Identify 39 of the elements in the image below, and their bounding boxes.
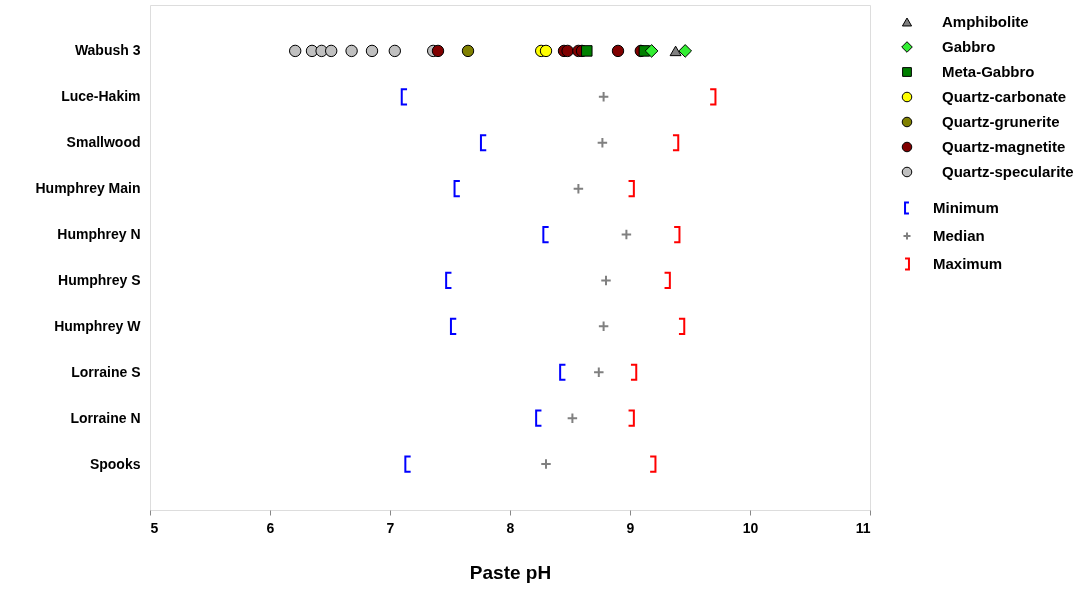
- point: [431, 44, 445, 58]
- legend-label: Quartz-grunerite: [942, 113, 1060, 130]
- point: [566, 412, 579, 424]
- legend-label: Minimum: [933, 199, 999, 216]
- x-tick-label: 7: [386, 519, 395, 536]
- legend-label: Gabbro: [942, 38, 996, 55]
- point: [620, 228, 633, 241]
- point: [540, 458, 552, 470]
- legend-label: Median: [933, 227, 985, 244]
- x-tick-label: 8: [506, 519, 515, 536]
- legend-label: Quartz-specularite: [942, 163, 1074, 180]
- y-tick-label: Smallwood: [66, 134, 141, 151]
- legend-label: Meta-Gabbro: [942, 63, 1035, 80]
- x-tick-label: 11: [855, 519, 871, 536]
- x-axis-title: Paste pH: [469, 561, 552, 583]
- y-tick-label: Spooks: [89, 455, 141, 472]
- point: [289, 44, 302, 58]
- x-tick-label: 9: [626, 519, 635, 536]
- point: [597, 91, 610, 103]
- y-tick-label: Humphrey S: [58, 271, 141, 288]
- point: [600, 274, 612, 287]
- legend-label: Maximum: [933, 255, 1003, 272]
- legend-label: Quartz-carbonate: [942, 88, 1067, 105]
- x-tick-label: 10: [742, 519, 759, 536]
- point: [581, 45, 593, 57]
- y-tick-label: Humphrey Main: [35, 180, 141, 197]
- y-tick-label: Humphrey N: [57, 226, 141, 243]
- legend-label: Quartz-magnetite: [942, 138, 1066, 155]
- y-tick-label: Wabush 3: [74, 42, 141, 59]
- x-tick-label: 6: [266, 519, 275, 536]
- x-tick-label: 5: [150, 519, 159, 536]
- point: [461, 44, 475, 58]
- y-tick-label: Lorraine N: [70, 409, 141, 426]
- point: [669, 45, 682, 57]
- legend-label: Amphibolite: [942, 13, 1029, 30]
- y-tick-label: Luce-Hakim: [61, 88, 141, 105]
- y-tick-label: Humphrey W: [54, 317, 142, 334]
- point: [644, 44, 659, 58]
- y-tick-label: Lorraine S: [71, 363, 141, 380]
